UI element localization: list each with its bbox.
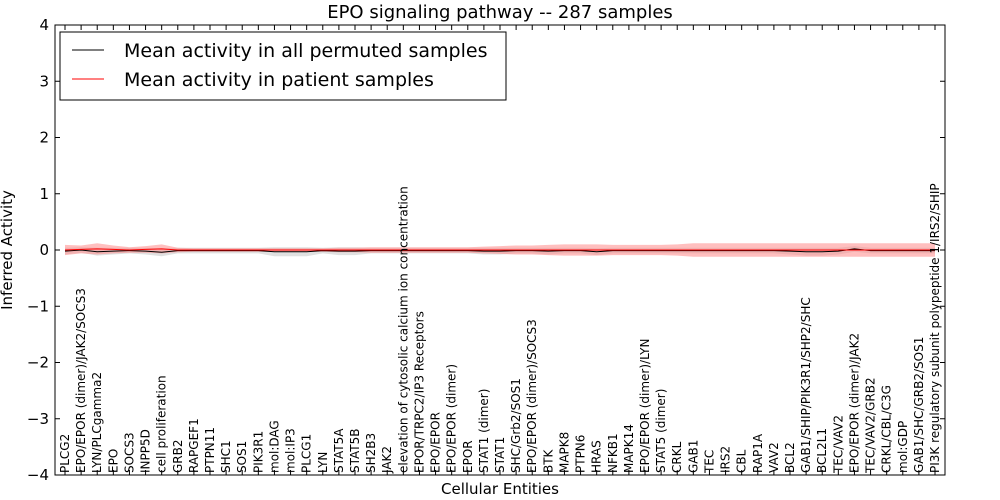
chart-title: EPO signaling pathway -- 287 samples [327,2,673,23]
x-tick-label: TEC/VAV2/GRB2 [864,377,878,474]
x-tick-label: EPOR/TRPC2/IP3 Receptors [412,311,426,473]
x-tick-label: PTPN11 [203,427,217,473]
x-tick-label: MAPK8 [557,432,571,473]
x-tick-label: TEC/VAV2 [831,415,845,474]
x-tick-label: STAT5B [348,429,362,474]
x-tick-label: EPO/EPOR (dimer)/LYN [638,339,652,473]
y-tick-label: 0 [39,241,49,259]
x-tick-label: INPP5D [139,429,153,473]
x-tick-label: EPO/EPOR (dimer)/JAK2/SOCS3 [74,288,88,473]
y-tick-label: −3 [27,410,49,428]
y-tick-label: −4 [27,466,49,484]
x-tick-label: SHC/Grb2/SOS1 [509,378,523,473]
x-axis-label: Cellular Entities [441,480,559,498]
plot-area [54,24,946,476]
x-tick-label: STAT5A [332,428,346,473]
x-tick-label: LYN [316,452,330,473]
x-tick-label: BCL2L1 [815,428,829,473]
x-tick-label: IRS2 [719,446,733,473]
x-tick-label: EPO/EPOR (dimer)/SOCS3 [525,319,539,473]
y-tick-label: 4 [39,16,49,34]
x-tick-label: SHC1 [219,440,233,473]
x-tick-label: CRKL/CBL/C3G [880,385,894,473]
legend: Mean activity in all permuted samples Me… [59,31,507,101]
y-tick-labels: −4 −3 −2 −1 0 1 2 3 4 [27,16,49,484]
y-tick-label: 1 [39,185,49,203]
x-tick-label: EPO/EPOR (dimer) [445,364,459,473]
x-tick-label: CRKL [670,441,684,473]
x-tick-label: VAV2 [767,442,781,473]
x-tick-label: LYN/PLCgamma2 [90,372,104,473]
x-tick-label: EPO/EPOR [429,412,443,473]
x-tick-label: SOCS3 [122,432,136,473]
x-tick-label: PLCG1 [300,434,314,473]
legend-box [59,31,507,101]
x-tick-label: JAK2 [380,446,394,474]
x-tick-label: SOS1 [235,441,249,473]
x-tick-label: HRAS [590,440,604,473]
x-tick-label: mol:DAG [267,420,281,473]
x-tick-label: elevation of cytosolic calcium ion conce… [396,186,410,473]
x-tick-labels: PLCG2 EPO/EPOR (dimer)/JAK2/SOCS3 LYN/PLCg… [58,183,942,474]
x-tick-label: EPOR [461,440,475,473]
series-line-0 [64,248,935,253]
x-tick-label: GAB1 [686,440,700,473]
x-tick-label: PLCG2 [58,434,72,473]
legend-label-patient: Mean activity in patient samples [124,69,434,91]
x-tick-label: mol:IP3 [284,428,298,473]
series-line-1 [64,248,935,251]
x-tick-label: STAT5 (dimer) [654,389,668,473]
x-tick-label: NFKB1 [606,433,620,473]
x-tick-label: SH2B3 [364,433,378,473]
x-tick-label: STAT1 [493,437,507,473]
x-tick-label: cell proliferation [155,375,169,473]
y-tick-label: 3 [39,72,49,90]
x-tick-label: MAPK14 [622,424,636,473]
x-tick-label: PI3K regulatory subunit polypeptide 1/IR… [928,183,942,473]
x-tick-label: BCL2 [783,442,797,473]
x-tick-label: RAP1A [751,433,765,473]
x-tick-label: GRB2 [171,439,185,473]
x-tick-label: TEC [702,450,716,474]
x-tick-label: GAB1/SHIP/PIK3R1/SHP2/SHC [799,297,813,473]
x-tick-label: RAPGEF1 [187,418,201,473]
x-tick-label: STAT1 (dimer) [477,389,491,473]
x-tick-label: EPO/EPOR (dimer)/JAK2 [847,333,861,473]
x-tick-label: CBL [735,449,749,473]
x-tick-label: GAB1/SHC/GRB2/SOS1 [912,337,926,473]
y-tick-label: −2 [27,354,49,372]
y-tick-label: −1 [27,297,49,315]
legend-label-permuted: Mean activity in all permuted samples [124,40,487,62]
y-axis-label: Inferred Activity [0,190,16,310]
x-tick-label: BTK [541,448,555,473]
x-tick-label: PTPN6 [574,435,588,473]
y-tick-label: 2 [39,129,49,147]
x-tick-label: PIK3R1 [251,431,265,473]
x-tick-label: mol:GDP [896,421,910,473]
x-tick-label: EPO [106,449,120,473]
